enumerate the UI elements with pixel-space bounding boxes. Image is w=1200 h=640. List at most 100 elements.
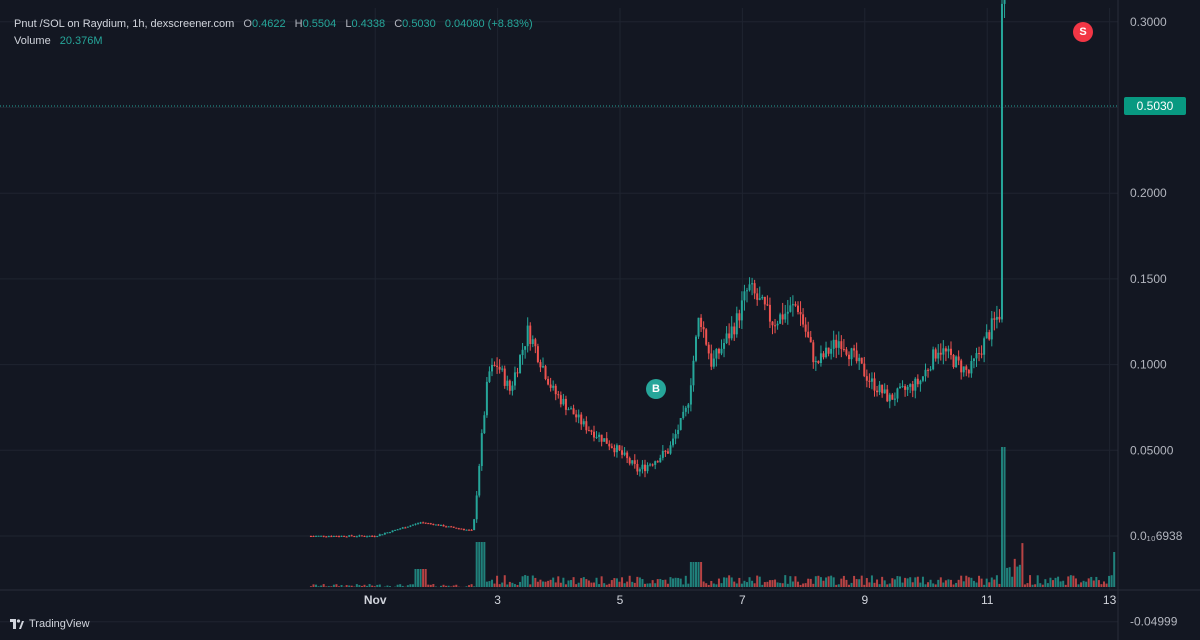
candle-body [498, 366, 501, 370]
x-tick-label: 7 [739, 593, 746, 607]
volume-bar [1092, 580, 1095, 587]
candle-body [371, 535, 374, 537]
volume-bar [516, 584, 519, 587]
candle-body [623, 452, 626, 455]
candle-body [886, 389, 889, 402]
candle-body [411, 524, 414, 526]
legend-ohlc-row: Pnut /SOL on Raydium, 1h, dexscreener.co… [14, 16, 533, 33]
candle-body [422, 522, 425, 524]
candle-body [417, 523, 420, 525]
candle-body [679, 417, 682, 430]
volume-bar [419, 569, 422, 587]
volume-bar [972, 580, 975, 587]
candle-body [618, 445, 621, 451]
volume-bar [508, 581, 511, 587]
candle-body [332, 535, 335, 537]
volume-bar [345, 585, 348, 587]
sell-marker[interactable]: S [1073, 22, 1093, 42]
candle-body [730, 326, 733, 339]
volume-bar [970, 577, 973, 587]
candle-body [404, 527, 407, 529]
candle-body [600, 434, 603, 442]
volume-bar [603, 583, 606, 587]
volume-bar [350, 585, 353, 587]
candle-body [983, 338, 986, 355]
candle-body [740, 300, 743, 321]
candle-body [786, 311, 789, 314]
volume-bar [909, 577, 912, 587]
volume-bar [870, 575, 873, 587]
volume-bar [825, 577, 828, 587]
volume-bar [921, 576, 924, 587]
volume-bar [995, 575, 998, 587]
candle-body [960, 360, 963, 373]
candle-body [870, 378, 873, 382]
legend-volume-row: Volume 20.376M [14, 33, 533, 50]
volume-bar [598, 584, 601, 587]
volume-bar [796, 581, 799, 587]
volume-bar [865, 578, 868, 587]
volume-bar [368, 584, 371, 587]
candle-body [993, 318, 996, 320]
volume-bar [592, 582, 595, 587]
candle-body [962, 366, 965, 373]
candle-body [506, 380, 509, 386]
candle-body [921, 376, 924, 381]
volume-bar [781, 583, 784, 587]
candle-body [756, 293, 759, 300]
candle-body [388, 532, 391, 534]
volume-bar [947, 579, 950, 587]
volume-bar [707, 584, 710, 587]
tradingview-brand[interactable]: TradingView [10, 618, 90, 630]
candle-body [544, 366, 547, 379]
candle-body [557, 394, 560, 396]
candle-body [455, 527, 458, 529]
volume-bar [794, 576, 797, 587]
candle-body [488, 371, 491, 382]
volume-bar [1069, 575, 1072, 587]
x-tick-label: 3 [494, 593, 501, 607]
volume-bar [937, 579, 940, 587]
volume-bar [753, 583, 756, 587]
candle-body [774, 325, 777, 327]
volume-bar [1006, 567, 1009, 587]
volume-bar [475, 542, 478, 587]
volume-bar [1102, 581, 1105, 587]
volume-bar [445, 585, 448, 587]
candle-body [965, 366, 968, 370]
candle-body [549, 384, 552, 388]
candle-body [513, 372, 516, 386]
candle-body [723, 343, 726, 349]
high-value: 0.5504 [302, 18, 337, 30]
volume-bar [738, 577, 741, 587]
candle-body [896, 388, 899, 399]
candle-body [712, 358, 715, 367]
candle-body [916, 378, 919, 385]
volume-bar [802, 583, 805, 587]
candle-body [516, 372, 519, 374]
candle-body [684, 407, 687, 412]
volume-bar [1051, 580, 1054, 587]
volume-bar [396, 584, 399, 587]
candle-body [761, 296, 764, 299]
volume-bar [376, 584, 379, 587]
volume-bar [577, 582, 580, 587]
candle-body [325, 536, 328, 538]
volume-bar [511, 582, 514, 587]
candle-body [720, 348, 723, 354]
volume-bar [679, 578, 682, 587]
volume-bar [628, 575, 631, 587]
candle-body [636, 463, 639, 472]
candle-body [536, 346, 539, 363]
candle-body [753, 283, 756, 294]
y-tick-label: 0.1000 [1130, 358, 1167, 372]
volume-bar [317, 586, 320, 587]
candle-body [697, 317, 700, 337]
candle-body [888, 394, 891, 402]
volume-bar [536, 581, 539, 587]
x-tick-label: 11 [981, 593, 994, 607]
volume-bar [401, 585, 404, 587]
volume-bar [506, 584, 509, 587]
buy-marker[interactable]: B [646, 379, 666, 399]
